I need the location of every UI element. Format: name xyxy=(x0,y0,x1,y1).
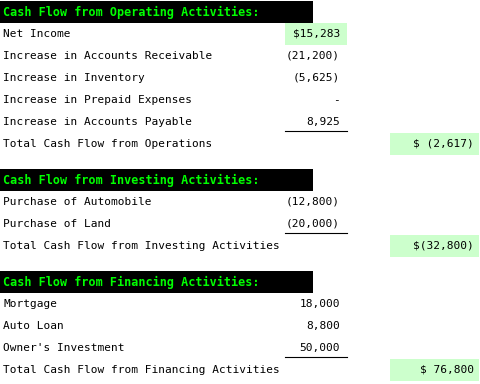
Bar xyxy=(0,133,480,155)
Bar xyxy=(0,89,480,111)
Text: Mortgage: Mortgage xyxy=(3,299,57,309)
Text: Increase in Prepaid Expenses: Increase in Prepaid Expenses xyxy=(3,95,192,105)
Bar xyxy=(285,23,347,45)
Text: Cash Flow from Investing Activities:: Cash Flow from Investing Activities: xyxy=(3,174,260,187)
Text: 8,925: 8,925 xyxy=(306,117,340,127)
Text: Purchase of Automobile: Purchase of Automobile xyxy=(3,197,152,207)
Text: Increase in Accounts Receivable: Increase in Accounts Receivable xyxy=(3,51,212,61)
Bar xyxy=(0,213,480,235)
Text: Total Cash Flow from Investing Activities: Total Cash Flow from Investing Activitie… xyxy=(3,241,280,251)
Text: (5,625): (5,625) xyxy=(293,73,340,83)
Text: Purchase of Land: Purchase of Land xyxy=(3,219,111,229)
Text: (12,800): (12,800) xyxy=(286,197,340,207)
Bar xyxy=(0,45,480,67)
Text: Cash Flow from Financing Activities:: Cash Flow from Financing Activities: xyxy=(3,275,260,288)
Text: Total Cash Flow from Operations: Total Cash Flow from Operations xyxy=(3,139,212,149)
Bar xyxy=(0,293,480,315)
Text: Cash Flow from Operating Activities:: Cash Flow from Operating Activities: xyxy=(3,5,260,18)
Text: Owner's Investment: Owner's Investment xyxy=(3,343,124,353)
Text: Total Cash Flow from Financing Activities: Total Cash Flow from Financing Activitie… xyxy=(3,365,280,375)
Bar xyxy=(0,169,313,191)
Text: -: - xyxy=(333,95,340,105)
Bar xyxy=(0,359,480,381)
Text: (21,200): (21,200) xyxy=(286,51,340,61)
Text: $(32,800): $(32,800) xyxy=(413,241,474,251)
Bar xyxy=(0,191,480,213)
Text: (20,000): (20,000) xyxy=(286,219,340,229)
Text: 50,000: 50,000 xyxy=(300,343,340,353)
Bar xyxy=(390,235,479,257)
Bar xyxy=(0,337,480,359)
Bar xyxy=(390,133,479,155)
Bar xyxy=(390,359,479,381)
Text: Auto Loan: Auto Loan xyxy=(3,321,64,331)
Bar xyxy=(0,23,480,45)
Bar xyxy=(0,315,480,337)
Text: 18,000: 18,000 xyxy=(300,299,340,309)
Text: Increase in Inventory: Increase in Inventory xyxy=(3,73,145,83)
Bar xyxy=(0,67,480,89)
Bar xyxy=(0,271,313,293)
Bar xyxy=(0,111,480,133)
Bar xyxy=(0,1,313,23)
Text: Increase in Accounts Payable: Increase in Accounts Payable xyxy=(3,117,192,127)
Text: $15,283: $15,283 xyxy=(293,29,340,39)
Text: Net Income: Net Income xyxy=(3,29,71,39)
Text: $ 76,800: $ 76,800 xyxy=(420,365,474,375)
Text: $ (2,617): $ (2,617) xyxy=(413,139,474,149)
Text: 8,800: 8,800 xyxy=(306,321,340,331)
Bar xyxy=(0,235,480,257)
